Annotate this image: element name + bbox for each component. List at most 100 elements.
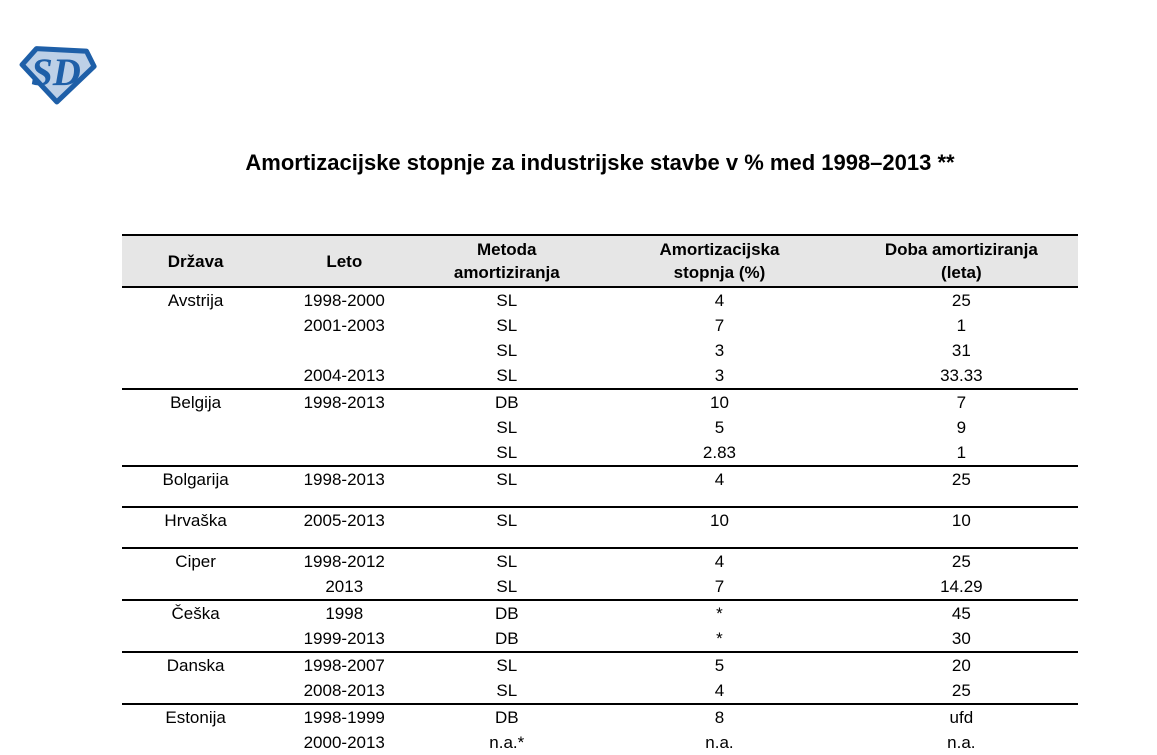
cell-year: 2001-2003: [303, 315, 385, 335]
cell-year: [269, 440, 419, 466]
cell-rate: [594, 492, 844, 507]
sd-shield-icon: SD: [19, 46, 97, 105]
cell-period: 31: [951, 340, 971, 360]
table-row: 2013 SL 7 14.29: [122, 574, 1078, 600]
table-row: Ciper 1998-2012 SL 4 25: [122, 548, 1078, 574]
cell-country: [122, 533, 269, 548]
cell-rate: 10: [710, 392, 729, 412]
cell-period: 33.33: [940, 365, 983, 385]
cell-rate: 10: [710, 510, 729, 530]
column-header: Država: [167, 251, 224, 271]
cell-rate: 8: [714, 707, 725, 727]
cell-rate: [594, 533, 844, 548]
cell-method: SL: [496, 680, 518, 700]
sd-logo: SD: [13, 41, 99, 107]
cell-method: SL: [496, 551, 518, 571]
cell-year: 1999-2013: [303, 628, 385, 648]
table-row: 2008-2013 SL 4 25: [122, 678, 1078, 704]
table-row: SL 2.83 1: [122, 440, 1078, 466]
cell-method: DB: [494, 603, 519, 623]
cell-period: 30: [951, 628, 971, 648]
cell-method: [419, 492, 594, 507]
cell-method: DB: [494, 392, 519, 412]
cell-period: 25: [951, 469, 971, 489]
cell-period: 25: [951, 290, 971, 310]
cell-country: [122, 574, 269, 600]
table-row: Estonija 1998-1999 DB 8 ufd: [122, 704, 1078, 730]
cell-rate: 2.83: [702, 442, 737, 462]
column-header: Doba amortiziranja (leta): [884, 240, 1038, 282]
cell-country: Ciper: [175, 551, 216, 571]
cell-country: Belgija: [170, 392, 222, 412]
rates-table-container: Država Leto Metoda amortiziranja Amortizacij…: [122, 234, 1078, 755]
cell-year: 2008-2013: [303, 680, 385, 700]
cell-period: 14.29: [940, 576, 983, 596]
cell-year: [269, 415, 419, 440]
sd-logo-letters: SD: [31, 51, 81, 94]
cell-period: [845, 533, 1078, 548]
cell-country: Estonija: [165, 707, 226, 727]
cell-country: [122, 415, 269, 440]
cell-period: 7: [956, 392, 967, 412]
cell-method: SL: [496, 315, 518, 335]
cell-year: [269, 492, 419, 507]
cell-method: DB: [494, 707, 519, 727]
cell-period: 20: [951, 655, 971, 675]
page-title: Amortizacijske stopnje za industrijske s…: [245, 150, 955, 175]
cell-year: 1998-2007: [303, 655, 385, 675]
cell-year: 1998-2012: [303, 551, 385, 571]
table-row: Hrvaška 2005-2013 SL 10 10: [122, 507, 1078, 533]
table-row: 2001-2003 SL 7 1: [122, 313, 1078, 338]
cell-country: [122, 492, 269, 507]
table-row: SL 3 31: [122, 338, 1078, 363]
cell-country: [122, 338, 269, 363]
cell-year: 1998-2000: [303, 290, 385, 310]
cell-method: [419, 533, 594, 548]
cell-method: SL: [496, 576, 518, 596]
cell-period: 10: [951, 510, 971, 530]
cell-method: SL: [496, 290, 518, 310]
cell-rate: 5: [714, 655, 725, 675]
cell-country: Hrvaška: [164, 510, 227, 530]
cell-rate: 4: [714, 551, 725, 571]
cell-year: [269, 338, 419, 363]
cell-method: SL: [496, 655, 518, 675]
cell-rate: 5: [714, 417, 725, 437]
cell-method: SL: [496, 365, 518, 385]
cell-country: [122, 313, 269, 338]
cell-country: Danska: [166, 655, 225, 675]
cell-period: 25: [951, 551, 971, 571]
spacer-row: [122, 533, 1078, 548]
cell-country: [122, 363, 269, 389]
cell-country: Bolgarija: [162, 469, 229, 489]
cell-year: 1998-2013: [303, 392, 385, 412]
rates-table: Država Leto Metoda amortiziranja Amortizacij…: [122, 234, 1078, 755]
cell-period: 1: [956, 315, 967, 335]
table-row: SL 5 9: [122, 415, 1078, 440]
cell-method: SL: [496, 417, 518, 437]
spacer-row: [122, 492, 1078, 507]
table-row: Češka 1998 DB * 45: [122, 600, 1078, 626]
cell-rate: 3: [714, 340, 725, 360]
cell-period: 1: [956, 442, 967, 462]
cell-period: 9: [956, 417, 967, 437]
cell-year: 2013: [325, 576, 364, 596]
cell-year: 1998-1999: [303, 707, 385, 727]
table-header-row: Država Leto Metoda amortiziranja Amortizacij…: [122, 235, 1078, 287]
table-row: 2004-2013 SL 3 33.33: [122, 363, 1078, 389]
cell-country: Češka: [171, 603, 220, 623]
cell-method: SL: [496, 469, 518, 489]
cell-year: 2005-2013: [303, 510, 385, 530]
table-row: Avstrija 1998-2000 SL 4 25: [122, 287, 1078, 313]
cell-year: [269, 533, 419, 548]
column-header: Metoda amortiziranja: [453, 240, 560, 282]
cell-country: [122, 678, 269, 704]
column-header: Amortizacijska stopnja (%): [659, 240, 780, 282]
cell-year: 1998-2013: [303, 469, 385, 489]
cell-year: 2004-2013: [303, 365, 385, 385]
cell-country: [122, 440, 269, 466]
cell-rate: 4: [714, 680, 725, 700]
cell-rate: 4: [714, 290, 725, 310]
cell-rate: 4: [714, 469, 725, 489]
cell-period: [845, 492, 1078, 507]
